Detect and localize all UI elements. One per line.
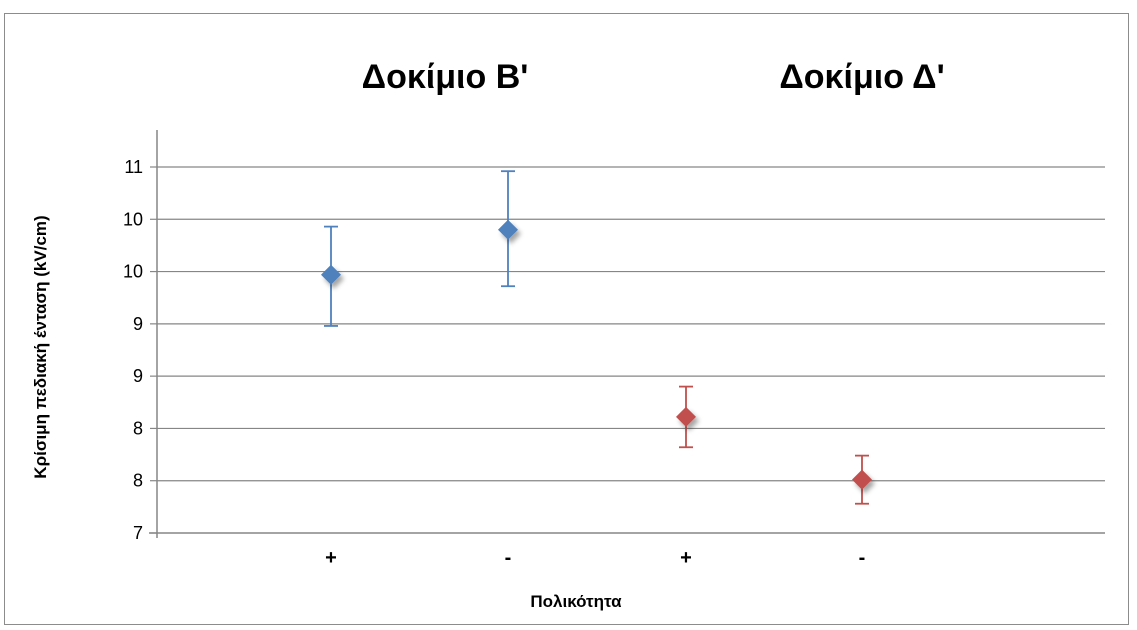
axes <box>149 130 1105 538</box>
y-tick-label: 9 <box>133 314 143 334</box>
data-point-marker <box>498 219 518 240</box>
y-tick-label: 10 <box>123 209 143 229</box>
y-tick-label: 7 <box>133 523 143 543</box>
y-tick-label: 10 <box>123 262 143 282</box>
x-tick-labels: + - + - <box>325 547 865 569</box>
x-tick-label: - <box>859 547 866 569</box>
data-point-marker <box>852 469 872 490</box>
error-bars <box>324 170 869 505</box>
x-tick-label: + <box>325 547 337 569</box>
chart-title-d: Δοκίμιο Δ' <box>779 58 944 96</box>
y-tick-labels: 7 8 8 9 9 10 10 11 <box>123 157 143 543</box>
y-tick-label: 8 <box>133 471 143 491</box>
x-axis-title: Πολικότητα <box>530 592 622 611</box>
data-point-marker <box>676 406 696 427</box>
chart-title-b: Δοκίμιο Β' <box>362 58 529 96</box>
data-markers <box>321 219 872 490</box>
y-tick-label: 8 <box>133 418 143 438</box>
y-tick-label: 11 <box>124 157 143 177</box>
y-tick-label: 9 <box>133 366 143 386</box>
gridlines <box>157 166 1105 482</box>
x-tick-label: + <box>680 547 692 569</box>
data-point-marker <box>321 264 341 285</box>
y-axis-title: Κρίσιμη πεδιακή ένταση (kV/cm) <box>31 215 50 478</box>
chart-frame <box>4 13 1129 625</box>
x-tick-label: - <box>505 547 512 569</box>
